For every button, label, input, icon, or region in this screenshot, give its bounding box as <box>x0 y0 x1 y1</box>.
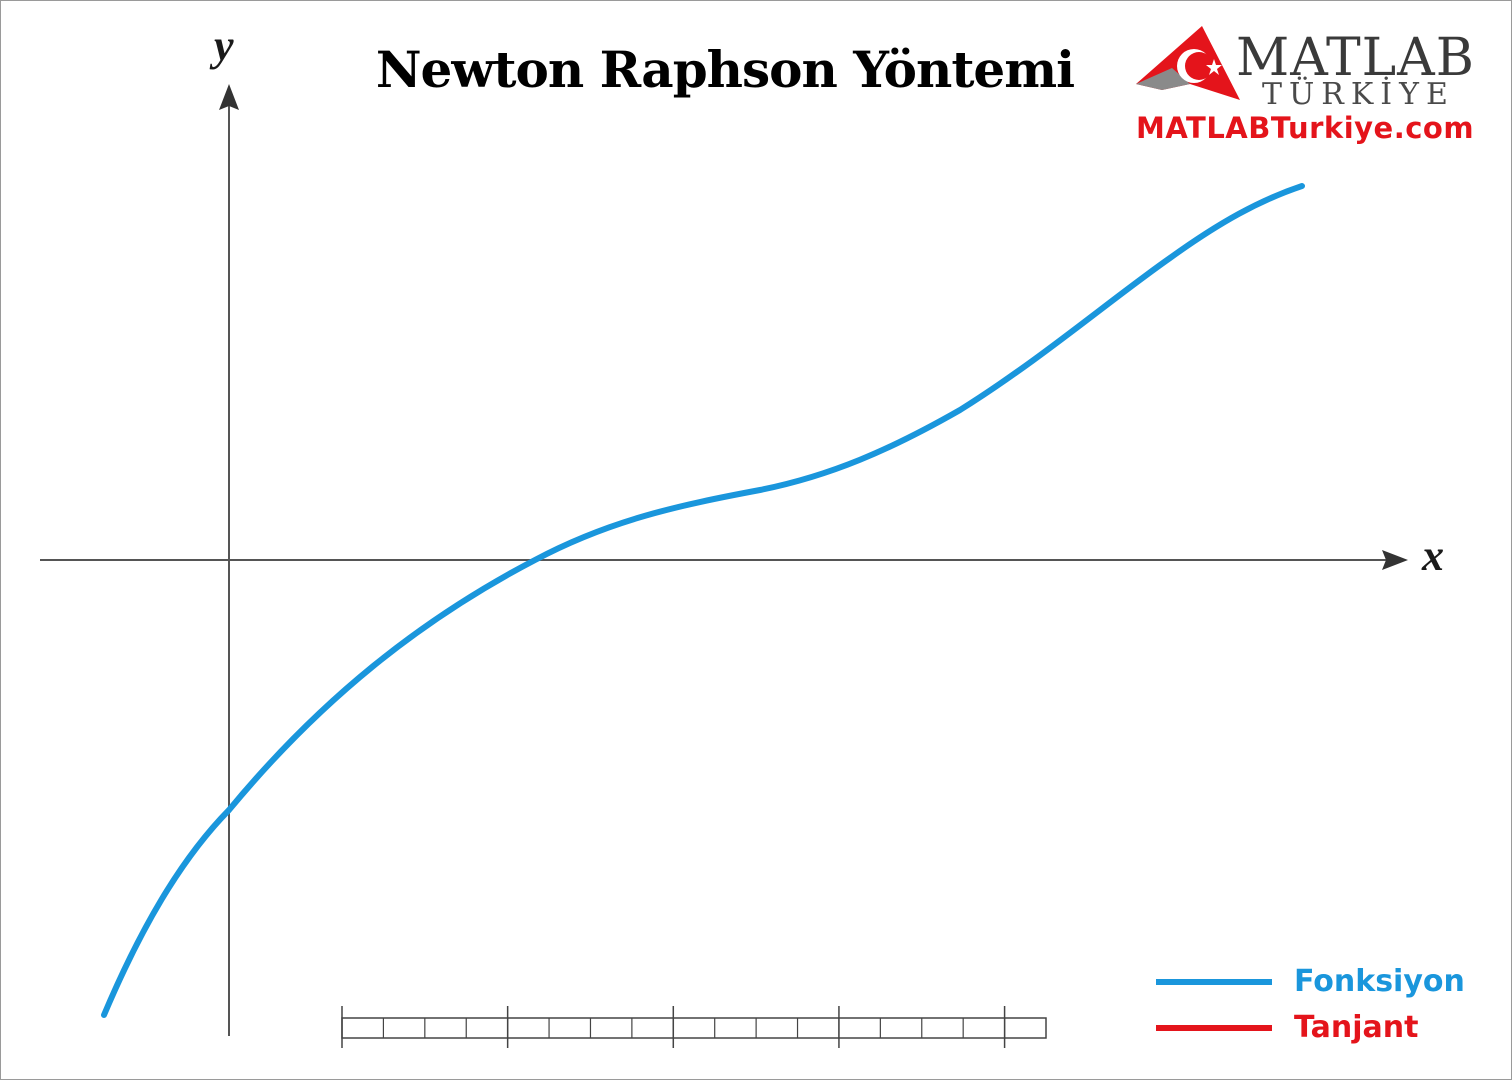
legend-swatch-function <box>1156 979 1272 985</box>
legend-label-function: Fonksiyon <box>1294 964 1465 999</box>
y-axis-label: y <box>214 21 234 70</box>
progress-bar-track <box>341 1017 1047 1039</box>
legend-item-tangent: Tanjant <box>1150 1008 1490 1048</box>
progress-bar <box>341 1006 1047 1048</box>
flag-peak-icon <box>1136 26 1240 100</box>
legend-item-function: Fonksiyon <box>1150 962 1490 1002</box>
y-axis-arrow <box>219 84 239 110</box>
matlab-turkiye-logo: MATLAB TÜRKİYE MATLABTurkiye.com <box>1132 22 1502 152</box>
legend-label-tangent: Tanjant <box>1294 1010 1419 1045</box>
legend: Fonksiyon Tanjant <box>1150 960 1490 1060</box>
legend-swatch-tangent <box>1156 1025 1272 1031</box>
x-axis-label: x <box>1422 531 1444 580</box>
chart-title: Newton Raphson Yöntemi <box>375 40 1075 99</box>
logo-sub-text: TÜRKİYE <box>1262 77 1455 112</box>
logo-url-text: MATLABTurkiye.com <box>1136 111 1475 145</box>
x-axis-arrow <box>1382 550 1408 570</box>
logo-main-text: MATLAB <box>1236 28 1475 88</box>
function-curve <box>101 183 1305 1018</box>
